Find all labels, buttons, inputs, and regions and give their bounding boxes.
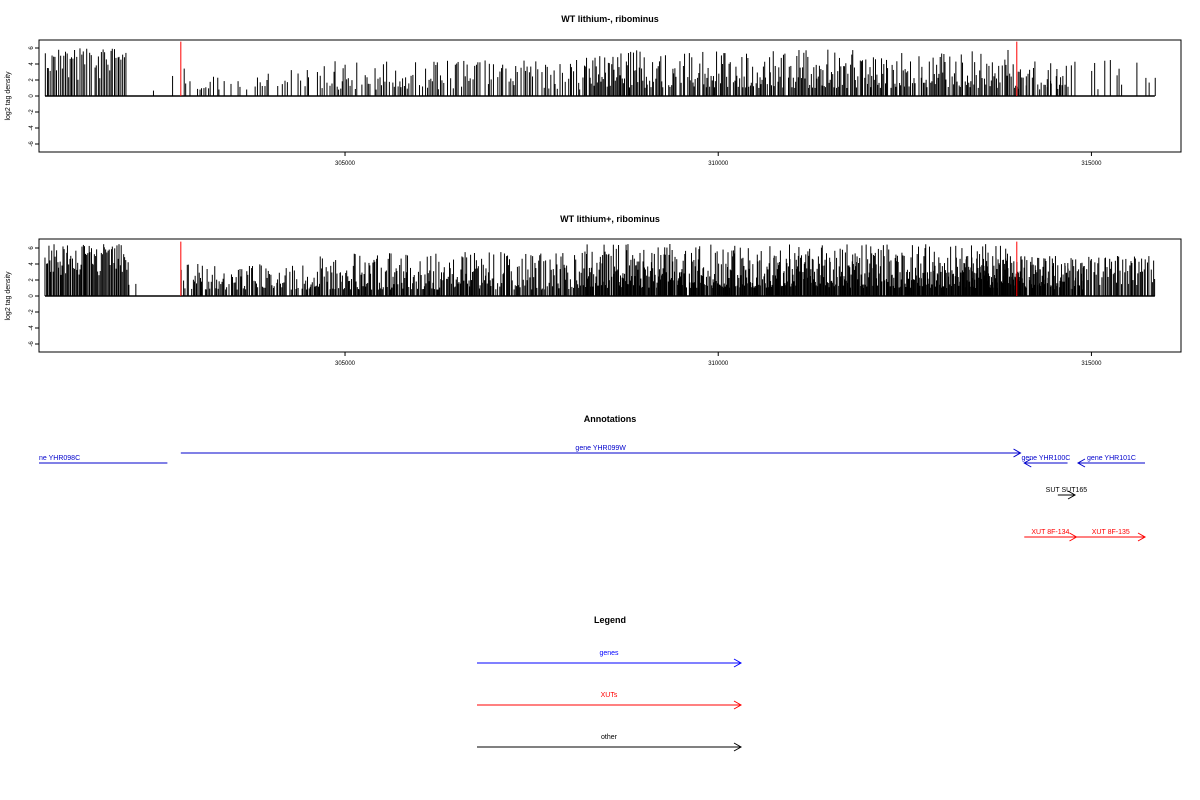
panel-1-y-axis: -6 -4 -2 0 2 4 6: [29, 46, 39, 147]
annotation-feature: gene YHR101C: [1076, 455, 1145, 468]
y-tick-label: 0: [29, 94, 35, 98]
panel-2-x-axis: 305000 310000 315000: [335, 352, 1102, 367]
y-tick-label: 6: [29, 246, 35, 250]
legend-arrow: [733, 742, 743, 752]
x-tick-label: 305000: [335, 161, 356, 167]
feature-arrow-right: [1013, 448, 1022, 458]
panel-lithium-plus: WT lithium+, ribominus log2 tag density …: [5, 214, 1182, 367]
feature-label: SUT SUT165: [1046, 487, 1088, 494]
panel-2-title: WT lithium+, ribominus: [560, 214, 660, 224]
y-tick-label: -6: [29, 141, 35, 147]
y-tick-label: -2: [29, 109, 35, 115]
x-tick-label: 310000: [708, 161, 729, 167]
y-tick-label: 2: [29, 278, 35, 282]
annotations-title: Annotations: [584, 414, 637, 424]
y-tick-label: 4: [29, 262, 35, 266]
feature-label: gene YHR099W: [575, 445, 626, 452]
legend-title: Legend: [594, 615, 626, 625]
panel-1-title: WT lithium-, ribominus: [561, 14, 659, 24]
feature-label: XUT 8F-135: [1092, 529, 1130, 536]
annotation-feature: XUT 8F-134: [1024, 529, 1078, 542]
y-tick-label: -4: [29, 325, 35, 331]
panel-lithium-minus: WT lithium-, ribominus log2 tag density …: [5, 14, 1182, 167]
panel-1-x-axis: 305000 310000 315000: [335, 152, 1102, 167]
x-tick-label: 315000: [1081, 361, 1102, 367]
feature-arrow-left: [1076, 458, 1086, 468]
legend-label: genes: [599, 650, 619, 657]
feature-arrow-right: [1137, 532, 1147, 542]
legend-item: genes: [477, 650, 743, 668]
x-tick-label: 310000: [708, 361, 729, 367]
feature-arrow-right: [1067, 490, 1077, 500]
panel-1-ylabel: log2 tag density: [5, 71, 12, 121]
legend-label: XUTs: [601, 692, 618, 699]
feature-label: gene YHR101C: [1087, 455, 1136, 462]
x-tick-label: 305000: [335, 361, 356, 367]
feature-label: ne YHR098C: [39, 455, 80, 462]
annotation-feature: ne YHR098C: [39, 455, 168, 464]
panel-2-ylabel: log2 tag density: [5, 271, 12, 321]
legend-items: genes XUTs other: [477, 650, 743, 752]
x-tick-label: 315000: [1081, 161, 1102, 167]
feature-label: XUT 8F-134: [1031, 529, 1069, 536]
panel-2-y-axis: -6 -4 -2 0 2 4 6: [29, 246, 39, 347]
y-tick-label: -4: [29, 125, 35, 131]
panel-1-bars: [44, 41, 1156, 97]
y-tick-label: -6: [29, 341, 35, 347]
legend-arrow: [733, 658, 743, 668]
legend-item: other: [477, 734, 743, 752]
legend-item: XUTs: [477, 692, 743, 710]
annotations-panel: Annotations ne YHR098C gene YHR099W gene Y…: [39, 414, 1147, 542]
annotation-feature: SUT SUT165: [1046, 487, 1088, 500]
y-tick-label: 4: [29, 62, 35, 66]
annotation-feature: XUT 8F-135: [1076, 529, 1147, 542]
legend-arrow: [733, 700, 743, 710]
y-tick-label: -2: [29, 309, 35, 315]
annotation-feature: gene YHR100C: [1021, 455, 1070, 468]
y-tick-label: 0: [29, 294, 35, 298]
y-tick-label: 6: [29, 46, 35, 50]
annotation-features: ne YHR098C gene YHR099W gene YHR100C gene Y…: [39, 445, 1147, 542]
legend-label: other: [601, 734, 618, 741]
feature-arrow-left: [1023, 458, 1032, 468]
legend-panel: Legend genes XUTs other: [477, 615, 743, 752]
feature-label: gene YHR100C: [1021, 455, 1070, 462]
annotation-feature: gene YHR099W: [180, 445, 1022, 458]
y-tick-label: 2: [29, 78, 35, 82]
panel-2-bars: [44, 241, 1156, 297]
